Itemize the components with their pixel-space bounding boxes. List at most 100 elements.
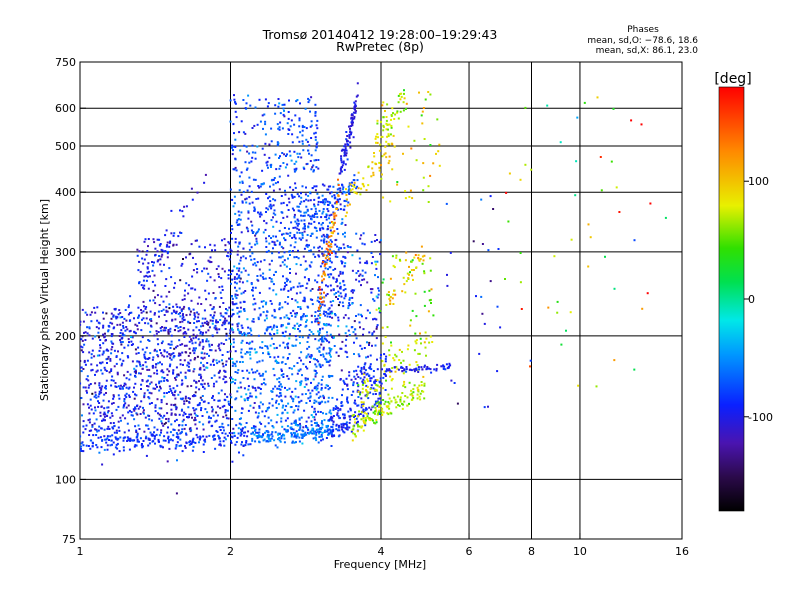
data-point [105, 441, 108, 444]
data-point [124, 309, 127, 311]
data-point [375, 389, 378, 392]
data-point [363, 366, 366, 369]
data-point [143, 275, 146, 278]
data-point [374, 344, 377, 347]
data-point [288, 250, 290, 253]
data-point [241, 369, 244, 372]
data-point [292, 411, 295, 414]
data-point [298, 195, 301, 198]
data-point [359, 369, 362, 372]
data-point [364, 394, 367, 397]
data-point [269, 200, 272, 203]
data-point [139, 372, 142, 375]
data-point [141, 250, 144, 253]
data-point [239, 332, 241, 335]
data-point [137, 316, 140, 319]
data-point [212, 360, 214, 363]
data-point [207, 384, 210, 387]
data-point [296, 99, 299, 101]
data-point [353, 111, 356, 114]
data-point [83, 331, 85, 334]
data-point [362, 416, 365, 418]
data-point [342, 280, 345, 283]
data-point [106, 406, 109, 409]
data-point [202, 331, 204, 334]
data-point [169, 343, 172, 346]
data-point [203, 382, 206, 385]
data-point [238, 315, 241, 318]
data-point [102, 350, 105, 353]
data-point [296, 205, 299, 208]
data-point [296, 312, 298, 315]
data-point [102, 311, 104, 314]
data-point [291, 236, 294, 239]
data-point [259, 211, 262, 214]
data-point [147, 385, 150, 388]
data-point [198, 388, 201, 391]
data-point [268, 287, 271, 290]
data-point [166, 355, 169, 358]
data-point [181, 398, 184, 401]
data-point [183, 294, 186, 297]
data-point [83, 343, 86, 346]
data-point [306, 341, 309, 343]
data-point [362, 404, 365, 407]
data-point [83, 361, 86, 364]
data-point [341, 261, 344, 264]
data-point [397, 368, 400, 371]
data-point [320, 439, 323, 442]
data-point [200, 409, 202, 412]
data-point [229, 252, 232, 255]
data-point [297, 156, 300, 159]
data-point [224, 249, 227, 251]
data-point [229, 248, 232, 251]
data-point [188, 308, 191, 311]
data-point [372, 375, 375, 378]
data-point [328, 241, 330, 244]
data-point [401, 407, 404, 410]
data-point [315, 439, 318, 442]
data-point [321, 400, 324, 403]
data-point [170, 408, 173, 411]
data-point [330, 304, 333, 307]
data-point [303, 214, 306, 217]
data-point [190, 187, 193, 190]
data-point [150, 318, 153, 320]
data-point [239, 306, 242, 309]
data-point [168, 370, 171, 373]
data-point [290, 221, 293, 224]
data-point [326, 334, 329, 337]
data-point [146, 266, 149, 269]
phases-stat-o: mean, sd,O: −78.6, 18.6 [587, 36, 698, 46]
data-point [214, 297, 217, 299]
data-point [339, 167, 342, 170]
data-point [238, 310, 241, 313]
data-point [332, 269, 335, 271]
data-point [271, 240, 274, 243]
data-point [311, 405, 314, 408]
data-point [172, 372, 175, 375]
data-point [346, 384, 349, 387]
data-point [309, 110, 311, 113]
data-point [313, 185, 316, 188]
data-point [94, 335, 97, 338]
data-point [347, 246, 350, 248]
data-point [291, 440, 294, 443]
data-point [295, 222, 298, 225]
data-point [286, 389, 289, 391]
data-point [633, 368, 636, 371]
data-point [325, 437, 328, 439]
data-point [314, 103, 317, 106]
data-point [362, 401, 365, 404]
data-point [228, 357, 230, 360]
data-point [136, 324, 139, 327]
data-point [419, 337, 422, 340]
data-point [355, 421, 358, 424]
data-point [167, 417, 170, 420]
data-point [95, 396, 98, 399]
data-point [154, 410, 157, 413]
data-point [343, 199, 346, 202]
data-point [358, 413, 360, 416]
data-point [283, 335, 286, 338]
data-point [424, 98, 427, 101]
